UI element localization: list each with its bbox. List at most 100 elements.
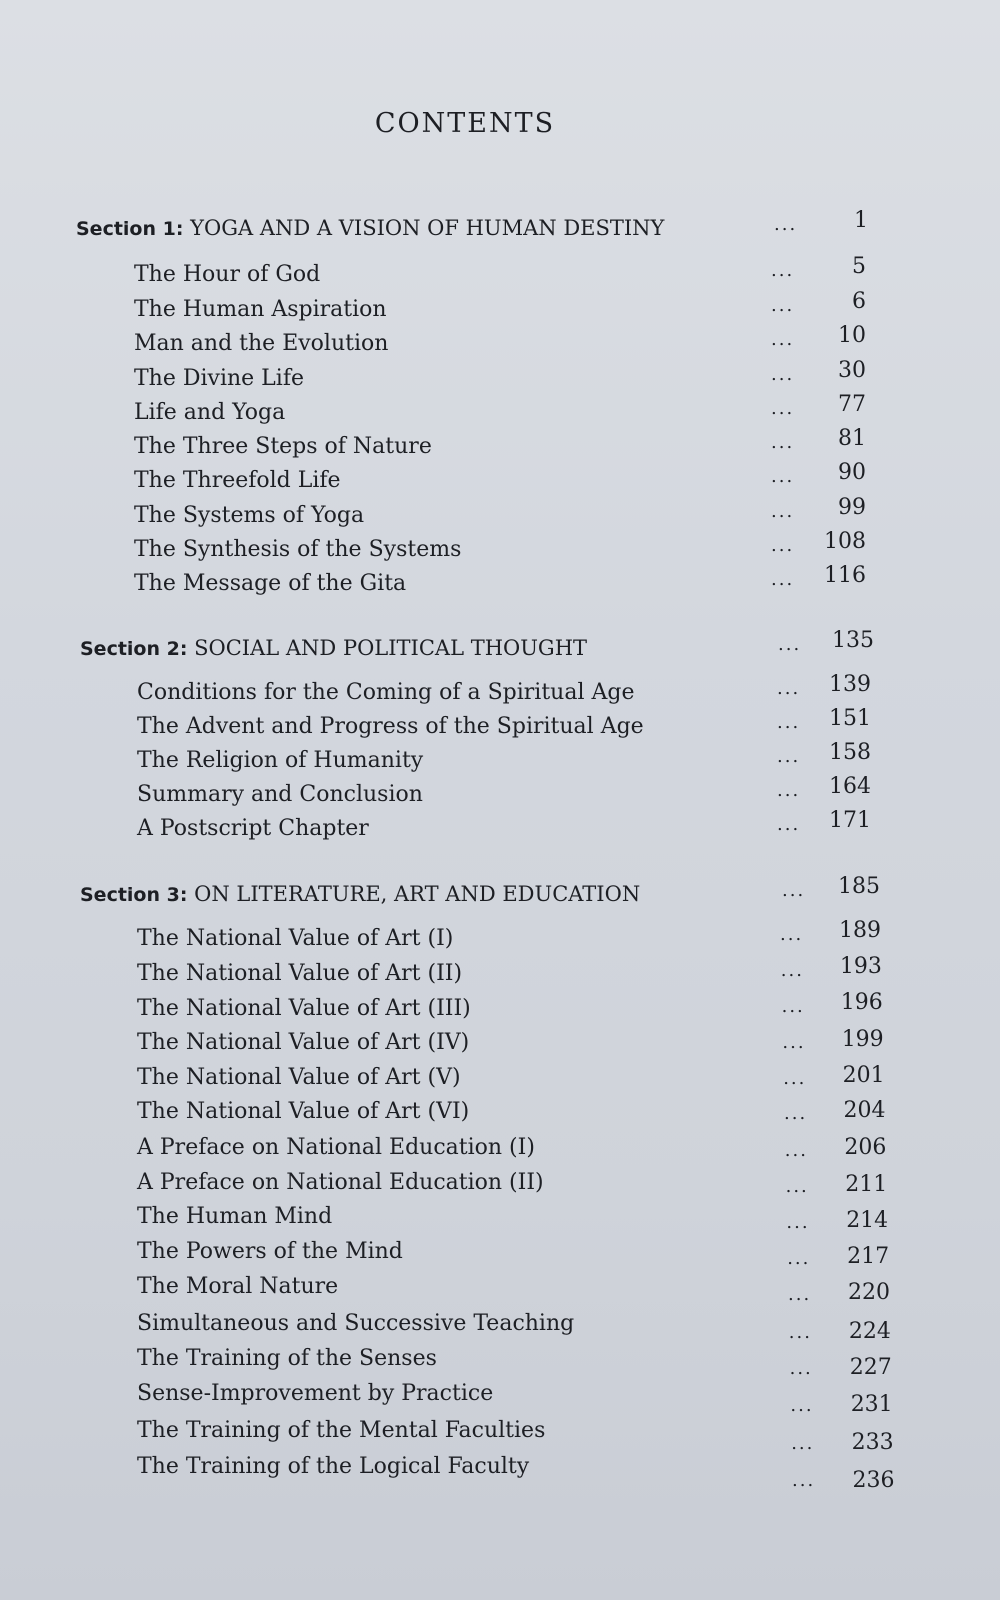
page-number: 185 bbox=[838, 874, 880, 899]
toc-entry: The National Value of Art (I)... 189 bbox=[137, 918, 897, 956]
page-number: 5 bbox=[852, 254, 866, 279]
entry-title: Conditions for the Coming of a Spiritual… bbox=[137, 680, 635, 705]
entry-title: The Moral Nature bbox=[137, 1274, 339, 1299]
dot-leader: ... bbox=[771, 398, 795, 419]
section-title: SOCIAL AND POLITICAL THOUGHT bbox=[194, 636, 588, 660]
toc-entry: The Hour of God... 5 bbox=[134, 254, 894, 292]
section-number: Section 2: bbox=[80, 638, 188, 660]
toc-entry: The Training of the Senses... 227 bbox=[137, 1346, 897, 1380]
page-number: 214 bbox=[846, 1208, 889, 1233]
entry-title: A Postscript Chapter bbox=[137, 816, 369, 841]
page-number: 139 bbox=[829, 672, 871, 697]
section-heading-row: Section 1: YOGA AND A VISION OF HUMAN DE… bbox=[76, 208, 896, 246]
section-heading-row: Section 3: ON LITERATURE, ART AND EDUCAT… bbox=[80, 874, 900, 912]
toc-entry: The Message of the Gita... 116 bbox=[134, 563, 894, 601]
section-heading: Section 3: ON LITERATURE, ART AND EDUCAT… bbox=[80, 882, 640, 906]
toc-entry: The Three Steps of Nature... 81 bbox=[134, 426, 894, 464]
entry-title: The Training of the Logical Faculty bbox=[137, 1454, 530, 1479]
toc-entry: The Human Mind... 214 bbox=[137, 1204, 897, 1234]
dot-leader: ... bbox=[771, 295, 795, 316]
dot-leader: ... bbox=[784, 1140, 808, 1161]
page-number: 220 bbox=[848, 1280, 890, 1306]
page-number: 196 bbox=[840, 990, 883, 1016]
entry-title: A Preface on National Education (I) bbox=[137, 1135, 535, 1160]
toc-entry: Summary and Conclusion... 164 bbox=[137, 774, 897, 812]
toc-entry: The Divine Life... 30 bbox=[134, 358, 894, 396]
section-heading: Section 2: SOCIAL AND POLITICAL THOUGHT bbox=[80, 636, 587, 660]
toc-entry: Sense-Improvement by Practice... 231 bbox=[137, 1381, 897, 1417]
entry-title: The National Value of Art (III) bbox=[137, 996, 471, 1021]
dot-leader: ... bbox=[774, 214, 798, 235]
page-number: 151 bbox=[829, 706, 871, 731]
entry-title: Sense-Improvement by Practice bbox=[137, 1381, 494, 1406]
dot-leader: ... bbox=[780, 960, 804, 981]
dot-leader: ... bbox=[782, 1032, 806, 1053]
dot-leader: ... bbox=[777, 712, 801, 733]
entry-title: The Divine Life bbox=[134, 366, 304, 391]
entry-title: The Advent and Progress of the Spiritual… bbox=[137, 714, 644, 739]
dot-leader: ... bbox=[781, 996, 805, 1017]
toc-entry: The Training of the Mental Faculties... 2… bbox=[137, 1418, 897, 1455]
toc-entry: The Training of the Logical Faculty... 23… bbox=[137, 1454, 897, 1493]
entry-title: The Human Mind bbox=[137, 1204, 333, 1229]
toc-entry: The Systems of Yoga... 99 bbox=[134, 495, 894, 533]
toc-entry: Simultaneous and Successive Teaching... 2… bbox=[137, 1311, 897, 1344]
page-number: 30 bbox=[838, 358, 866, 383]
dot-leader: ... bbox=[771, 501, 795, 522]
page-number: 135 bbox=[832, 628, 874, 653]
toc-entry: The National Value of Art (IV)... 199 bbox=[137, 1026, 897, 1060]
section-number: Section 3: bbox=[80, 884, 188, 906]
toc-entry: Man and the Evolution... 10 bbox=[134, 323, 894, 361]
dot-leader: ... bbox=[791, 1433, 815, 1454]
page-number: 206 bbox=[844, 1135, 887, 1161]
dot-leader: ... bbox=[771, 364, 795, 385]
entry-title: Life and Yoga bbox=[134, 400, 286, 425]
dot-leader: ... bbox=[783, 1068, 807, 1089]
dot-leader: ... bbox=[771, 569, 795, 590]
dot-leader: ... bbox=[784, 1103, 808, 1124]
page-number: 204 bbox=[843, 1098, 886, 1124]
dot-leader: ... bbox=[788, 1322, 812, 1343]
toc-entry: The Synthesis of the Systems... 108 bbox=[134, 529, 894, 567]
page-number: 158 bbox=[829, 740, 871, 765]
dot-leader: ... bbox=[790, 1395, 814, 1416]
page-number: 189 bbox=[839, 918, 881, 943]
toc-entry: The Powers of the Mind... 217 bbox=[137, 1239, 897, 1269]
section-heading: Section 1: YOGA AND A VISION OF HUMAN DE… bbox=[76, 216, 664, 240]
toc-entry: Life and Yoga... 77 bbox=[134, 392, 894, 430]
dot-leader: ... bbox=[777, 780, 801, 801]
dot-leader: ... bbox=[771, 329, 795, 350]
dot-leader: ... bbox=[780, 924, 804, 945]
entry-title: The Religion of Humanity bbox=[137, 748, 424, 773]
page-number: 217 bbox=[847, 1244, 890, 1270]
dot-leader: ... bbox=[771, 432, 795, 453]
page-number: 233 bbox=[851, 1430, 894, 1456]
dot-leader: ... bbox=[771, 260, 795, 281]
toc-entry: The Human Aspiration... 6 bbox=[134, 289, 894, 327]
entry-title: The Synthesis of the Systems bbox=[134, 537, 462, 562]
page-number: 164 bbox=[829, 774, 871, 799]
entry-title: The National Value of Art (V) bbox=[137, 1065, 461, 1090]
dot-leader: ... bbox=[777, 678, 801, 699]
toc-entry: The Religion of Humanity... 158 bbox=[137, 740, 897, 778]
dot-leader: ... bbox=[777, 746, 801, 767]
toc-entry: A Preface on National Education (I)... 20… bbox=[137, 1135, 897, 1165]
toc-entry: The Advent and Progress of the Spiritual… bbox=[137, 706, 897, 744]
page-number: 199 bbox=[841, 1026, 884, 1052]
page-number: 108 bbox=[824, 529, 866, 554]
entry-title: A Preface on National Education (II) bbox=[137, 1170, 544, 1195]
dot-leader: ... bbox=[778, 634, 802, 655]
page-number: 99 bbox=[838, 495, 866, 520]
entry-title: The National Value of Art (II) bbox=[137, 961, 463, 986]
page-title: CONTENTS bbox=[374, 108, 556, 139]
toc-entry: The National Value of Art (III)... 196 bbox=[137, 990, 897, 1026]
dot-leader: ... bbox=[787, 1248, 811, 1269]
toc-entry: A Preface on National Education (II)... 2… bbox=[137, 1170, 897, 1200]
page-number: 1 bbox=[854, 208, 868, 233]
page-number: 193 bbox=[839, 954, 882, 980]
page-number: 10 bbox=[838, 323, 866, 348]
page-number: 211 bbox=[845, 1171, 888, 1197]
toc-entry: The Moral Nature... 220 bbox=[137, 1274, 897, 1306]
entry-title: The Training of the Senses bbox=[137, 1346, 437, 1371]
section-title: YOGA AND A VISION OF HUMAN DESTINY bbox=[190, 216, 665, 240]
